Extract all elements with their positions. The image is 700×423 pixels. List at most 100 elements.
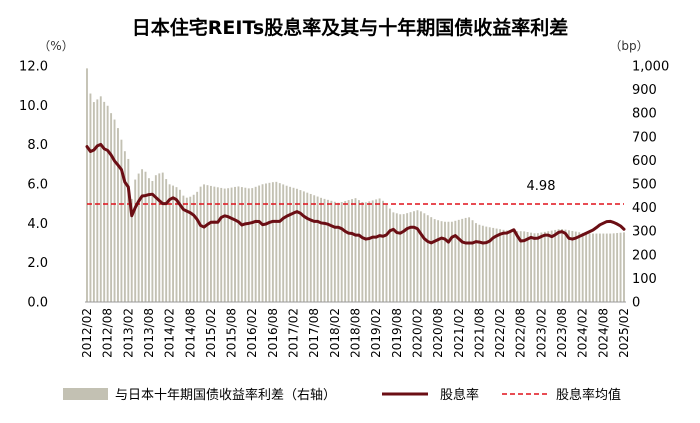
x-tick-label: 2021/02 (452, 308, 466, 358)
spread-bar (92, 102, 95, 302)
spread-bar (182, 195, 185, 302)
spread-bar (488, 227, 491, 302)
spread-bar (402, 214, 405, 302)
spread-bar (554, 229, 557, 302)
spread-bar (251, 188, 254, 302)
spread-bar (141, 169, 144, 302)
spread-bar (199, 186, 202, 302)
spread-bar (144, 171, 147, 302)
spread-bar (430, 217, 433, 302)
spread-bar (419, 211, 422, 302)
x-tick-label: 2024/08 (596, 308, 610, 358)
spread-bar (364, 202, 367, 302)
spread-bar (361, 202, 364, 302)
spread-bar (523, 231, 526, 302)
spread-bar (220, 187, 223, 302)
spread-bar (344, 201, 347, 302)
x-tick-label: 2023/02 (534, 308, 548, 358)
spread-bar (96, 99, 99, 303)
spread-bar (378, 198, 381, 302)
spread-bar (598, 233, 601, 302)
y-right-axis: 0 100 200 300 400 500 600 700 800 900 1,000 (632, 60, 669, 311)
spread-bar (179, 189, 181, 302)
spread-bar (623, 232, 625, 302)
spread-bar (240, 187, 243, 302)
spread-bar (619, 232, 622, 302)
spread-bar (230, 187, 233, 302)
spread-bar (327, 199, 329, 302)
spread-bar (406, 213, 409, 302)
spread-bar (237, 186, 240, 302)
spread-bar (113, 119, 116, 302)
spread-bar (323, 198, 326, 302)
spread-bar (337, 202, 340, 302)
spread-bar (519, 231, 522, 302)
spread-bar (526, 232, 529, 302)
y-left-tick-label: 0.0 (27, 296, 48, 311)
spread-bar (244, 187, 247, 302)
spread-bar (261, 184, 264, 302)
spread-bar (203, 184, 205, 302)
spread-bar (313, 195, 316, 302)
spread-bar (485, 226, 488, 302)
legend: 与日本十年期国债收益率利差（右轴） 股息率 股息率均值 (63, 387, 621, 403)
spread-bar (320, 197, 323, 302)
spread-bar (213, 186, 216, 302)
y-left-tick-label: 2.0 (27, 256, 48, 271)
spread-bar (340, 202, 343, 302)
spread-bar (478, 224, 481, 302)
spread-bar (495, 228, 498, 302)
spread-bar (464, 217, 467, 302)
x-tick-label: 2022/08 (514, 308, 528, 358)
spread-bar (309, 193, 312, 302)
y-left-tick-label: 10.0 (19, 99, 48, 114)
spread-bar (416, 210, 419, 302)
spread-bar (271, 182, 274, 302)
spread-bar (192, 194, 195, 302)
spread-bar (206, 185, 209, 302)
spread-bar (110, 113, 113, 302)
spread-bar (254, 186, 257, 302)
spread-bar (509, 231, 512, 302)
x-tick-label: 2019/02 (369, 308, 383, 358)
y-left-tick-label: 4.0 (27, 217, 48, 232)
spread-bar (588, 233, 591, 302)
spread-bar (533, 233, 536, 302)
spread-bar (581, 232, 584, 302)
spread-bar (127, 158, 130, 302)
spread-bar (567, 230, 570, 302)
spread-bar (578, 232, 581, 302)
spread-bar (592, 233, 594, 302)
spread-bar (392, 212, 395, 302)
spread-bar (168, 184, 171, 302)
spread-bar (602, 233, 605, 302)
spread-bar (506, 230, 508, 302)
yield-line (85, 142, 626, 245)
spread-bar (89, 93, 92, 302)
spread-bar (306, 192, 309, 302)
y-right-tick-label: 200 (632, 248, 657, 263)
spread-bar (516, 231, 519, 302)
spread-bar (426, 215, 429, 302)
spread-bar (275, 181, 278, 302)
x-tick-label: 2016/02 (245, 308, 259, 358)
x-tick-label: 2018/08 (349, 308, 363, 358)
spread-bar (285, 185, 288, 302)
x-tick-label: 2012/02 (80, 308, 94, 358)
y-left-tick-label: 8.0 (27, 138, 48, 153)
spread-bar (413, 211, 415, 302)
spread-bar (564, 229, 567, 302)
spread-bar (471, 220, 474, 302)
y-right-tick-label: 800 (632, 107, 657, 122)
spread-bar (289, 186, 292, 302)
x-tick-label: 2013/02 (121, 308, 135, 358)
spread-bar (347, 200, 350, 302)
y-right-tick-label: 100 (632, 272, 657, 287)
spread-bar (444, 221, 446, 302)
spread-bar (437, 220, 440, 302)
x-tick-label: 2014/02 (163, 308, 177, 358)
spread-bar (450, 221, 453, 302)
x-tick-label: 2024/02 (576, 308, 590, 358)
spread-bar (440, 221, 443, 302)
spread-bar (499, 229, 502, 302)
